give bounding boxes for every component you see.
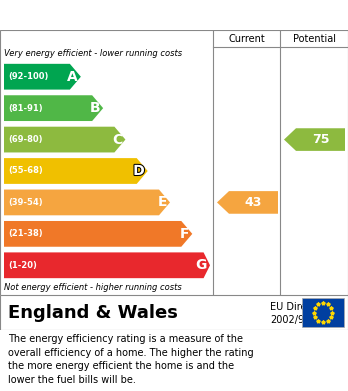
Text: Energy Efficiency Rating: Energy Efficiency Rating [9, 7, 219, 23]
Polygon shape [4, 127, 125, 152]
Text: E: E [158, 196, 167, 210]
Text: Very energy efficient - lower running costs: Very energy efficient - lower running co… [4, 50, 182, 59]
Text: England & Wales: England & Wales [8, 303, 178, 321]
Polygon shape [4, 64, 81, 90]
Text: 75: 75 [312, 133, 329, 146]
Text: EU Directive: EU Directive [270, 302, 330, 312]
Polygon shape [284, 128, 345, 151]
Text: (1-20): (1-20) [8, 261, 37, 270]
Text: G: G [196, 258, 207, 272]
Text: 43: 43 [245, 196, 262, 209]
Text: The energy efficiency rating is a measure of the
overall efficiency of a home. T: The energy efficiency rating is a measur… [8, 334, 254, 385]
Text: C: C [112, 133, 122, 147]
Text: Not energy efficient - higher running costs: Not energy efficient - higher running co… [4, 283, 182, 292]
Polygon shape [4, 221, 192, 247]
Text: D: D [133, 164, 145, 178]
Text: 2002/91/EC: 2002/91/EC [270, 314, 326, 325]
Polygon shape [4, 158, 148, 184]
Text: F: F [180, 227, 189, 241]
Text: A: A [67, 70, 78, 84]
Text: B: B [89, 101, 100, 115]
Text: (21-38): (21-38) [8, 230, 42, 239]
Polygon shape [4, 95, 103, 121]
Text: (92-100): (92-100) [8, 72, 48, 81]
Polygon shape [4, 190, 170, 215]
Text: (81-91): (81-91) [8, 104, 42, 113]
Text: (39-54): (39-54) [8, 198, 42, 207]
Text: Potential: Potential [293, 34, 335, 43]
Polygon shape [217, 191, 278, 214]
Text: (69-80): (69-80) [8, 135, 42, 144]
Text: (55-68): (55-68) [8, 167, 43, 176]
Polygon shape [4, 253, 210, 278]
Bar [302, 298, 344, 327]
Text: Current: Current [228, 34, 265, 43]
